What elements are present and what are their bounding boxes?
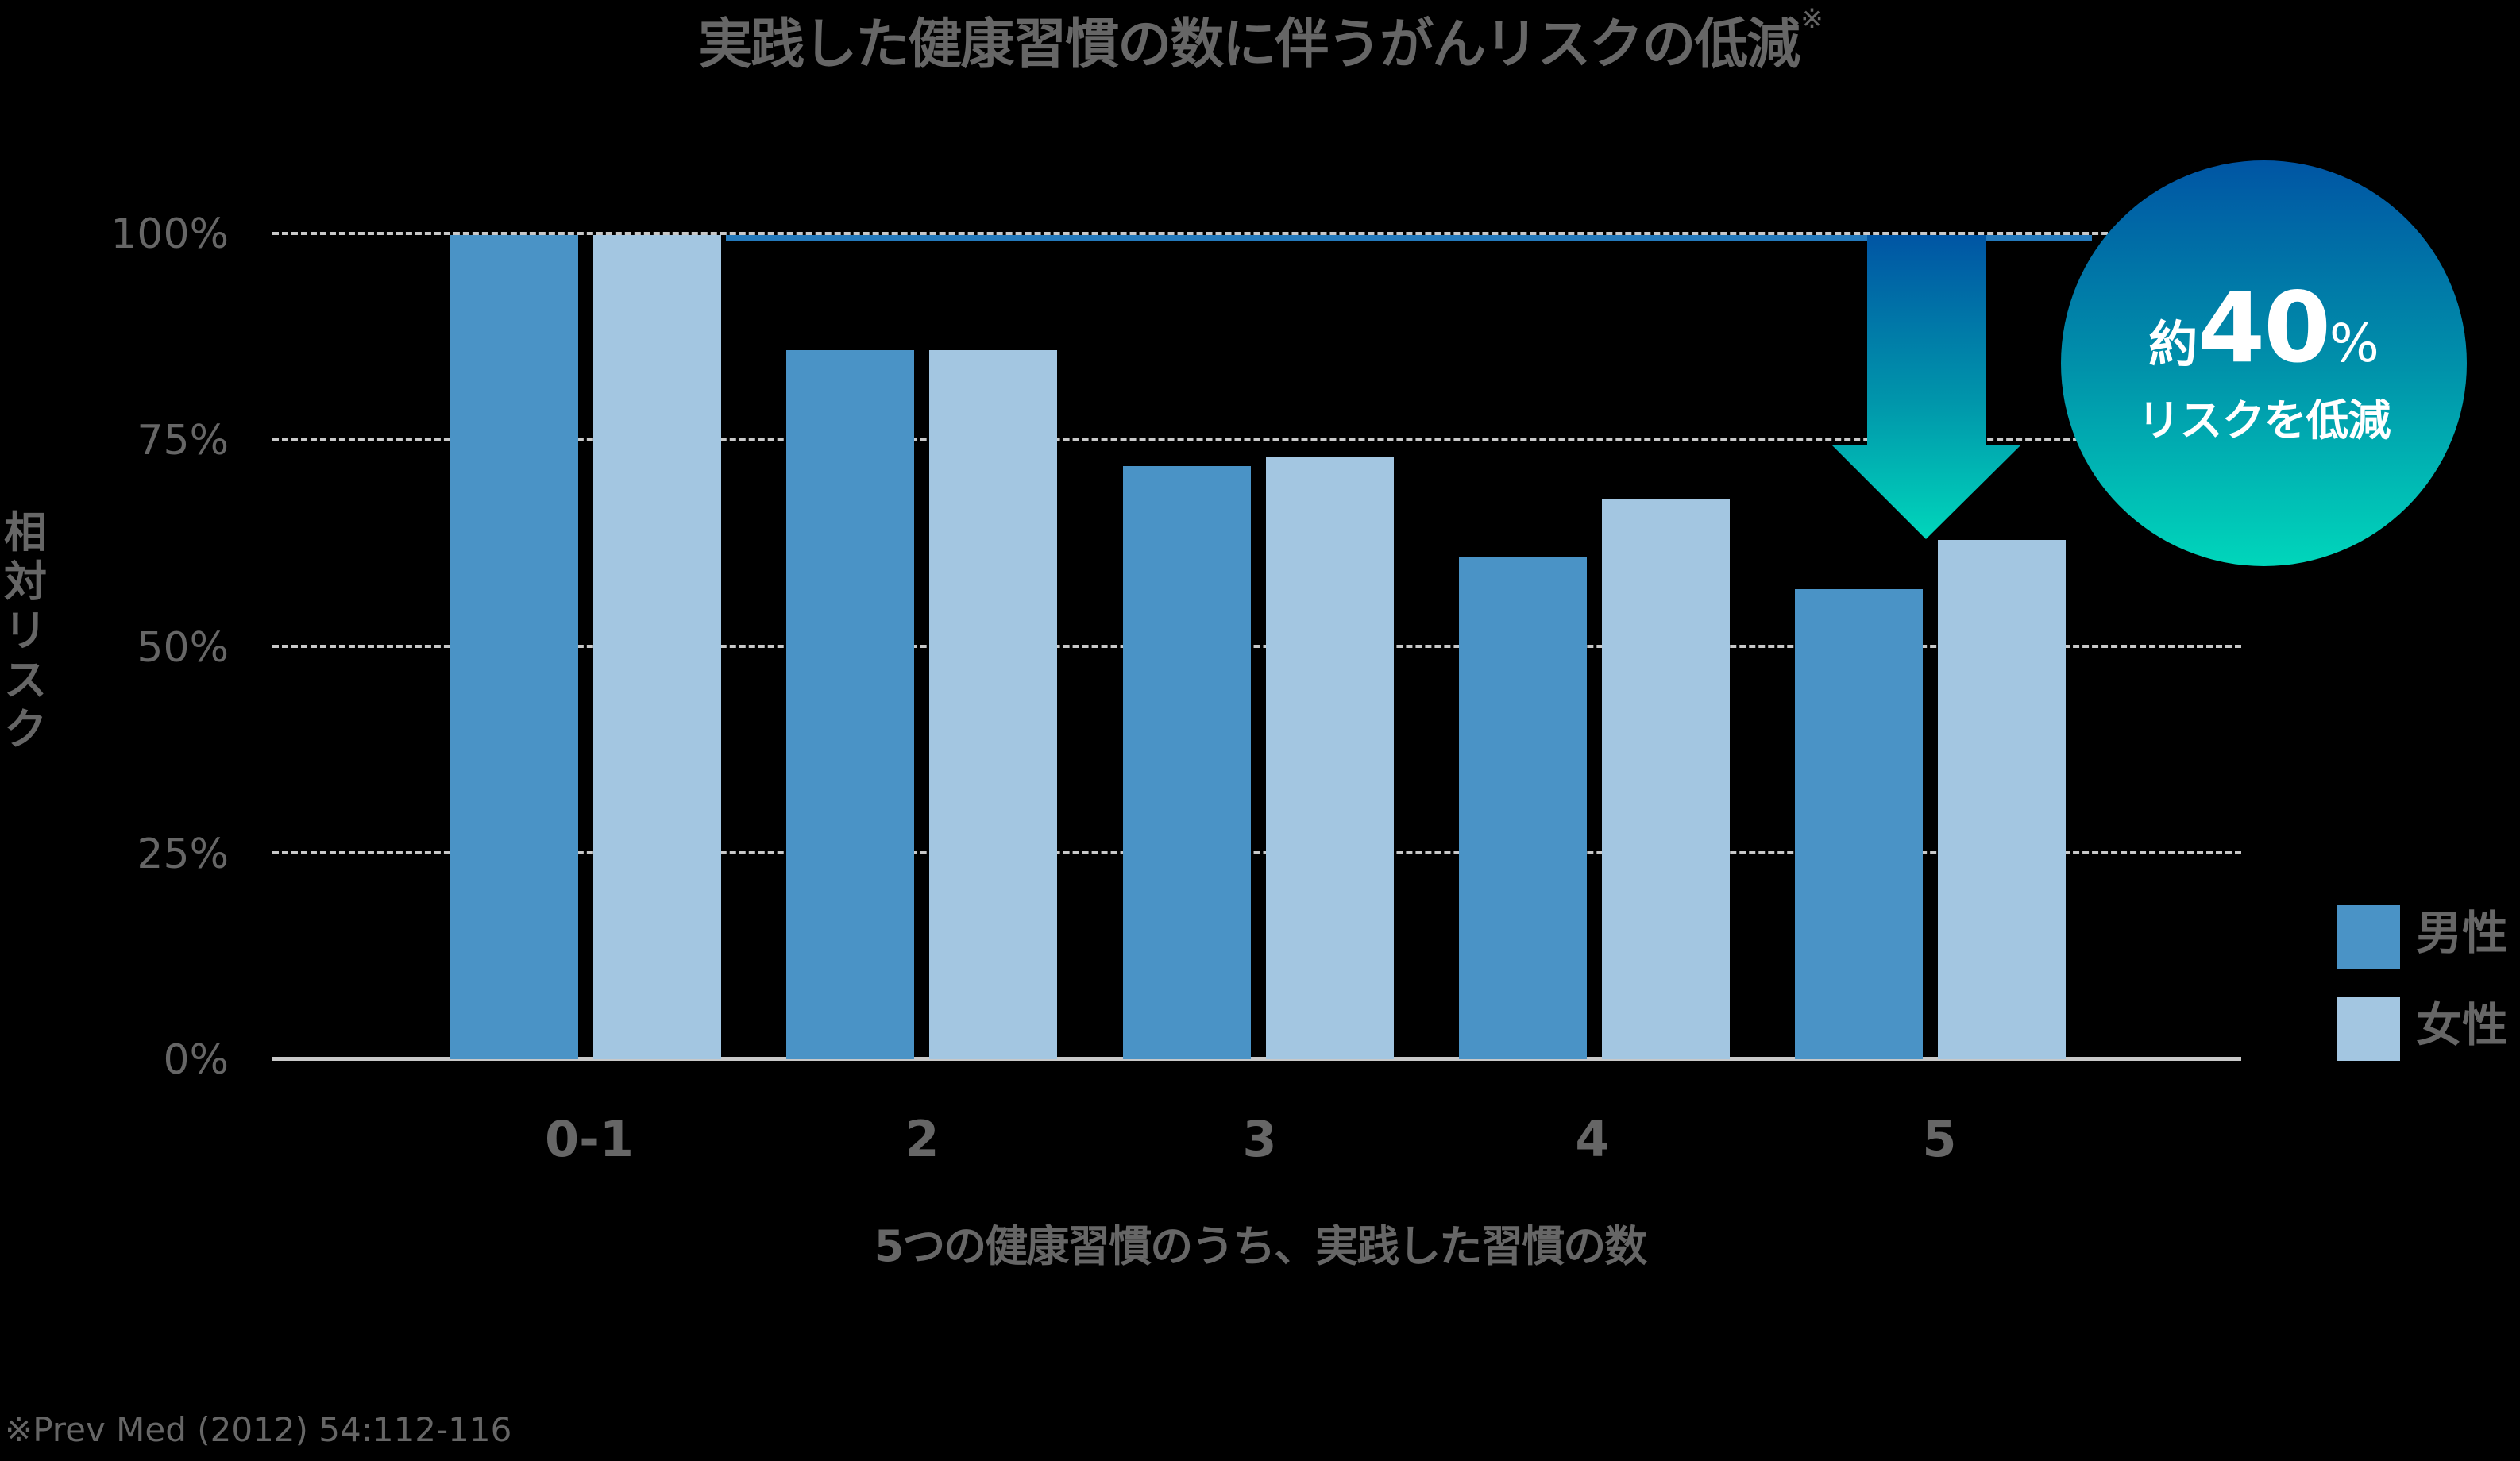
bar-female-5 (1938, 540, 2066, 1059)
bar-male-2 (786, 350, 914, 1059)
source-footnote: ※Prev Med (2012) 54:112-116 (5, 1410, 512, 1449)
x-tick-0-1: 0-1 (544, 1110, 635, 1168)
y-axis-label-char: 相 (4, 507, 47, 557)
x-tick-4: 4 (1575, 1110, 1610, 1168)
bar-male-5 (1795, 589, 1923, 1059)
title-footnote-mark: ※ (1800, 3, 1823, 35)
y-axis-label-char: ク (4, 704, 47, 754)
legend-swatch-female (2337, 997, 2400, 1061)
legend-label-male: 男性 (2416, 906, 2509, 960)
gridline-75 (272, 438, 2241, 441)
down-arrow-icon (1831, 235, 2021, 539)
bar-female-2 (929, 350, 1057, 1059)
chart-title: 実践した健康習慣の数に伴うがんリスクの低減※ (0, 0, 2520, 79)
bar-male-3 (1123, 466, 1251, 1059)
x-tick-3: 3 (1242, 1110, 1277, 1168)
x-axis-label: 5つの健康習慣のうち、実践した習慣の数 (0, 1211, 2520, 1274)
gridline-25 (272, 851, 2241, 854)
y-tick-0: 0% (163, 1036, 230, 1084)
y-axis-label-char: ス (4, 655, 47, 705)
callout-unit: % (2329, 313, 2379, 374)
bar-female-3 (1266, 457, 1394, 1059)
gridline-50 (272, 645, 2241, 648)
y-axis-label: 相 対 リ ス ク (2, 508, 49, 754)
x-tick-5: 5 (1922, 1110, 1957, 1168)
y-tick-75: 75% (137, 417, 229, 465)
y-tick-25: 25% (137, 831, 229, 878)
risk-reduction-callout: 約40% リスクを低減 (2061, 160, 2467, 566)
reference-line-100 (726, 235, 2092, 241)
callout-text: リスクを低減 (2137, 395, 2391, 445)
gridline-100 (272, 232, 2241, 235)
y-axis-label-char: リ (4, 606, 47, 656)
legend-swatch-male (2337, 905, 2400, 969)
chart-title-text: 実践した健康習慣の数に伴うがんリスクの低減 (698, 13, 1800, 76)
y-tick-50: 50% (137, 624, 229, 672)
bar-female-4 (1602, 499, 1730, 1059)
callout-headline: 約40% (2061, 279, 2467, 376)
bar-male-4 (1459, 557, 1587, 1059)
legend-label-female: 女性 (2416, 998, 2509, 1052)
bar-male-0-1 (450, 235, 578, 1059)
bar-female-0-1 (593, 235, 721, 1059)
x-axis-label-text: 5つの健康習慣のうち、実践した習慣の数 (874, 1221, 1648, 1271)
x-axis-baseline (272, 1057, 2241, 1061)
x-tick-2: 2 (905, 1110, 940, 1168)
callout-prefix: 約 (2148, 315, 2198, 373)
y-axis-label-char: 対 (4, 557, 47, 607)
y-tick-100: 100% (110, 210, 229, 258)
callout-number: 40 (2198, 272, 2331, 384)
